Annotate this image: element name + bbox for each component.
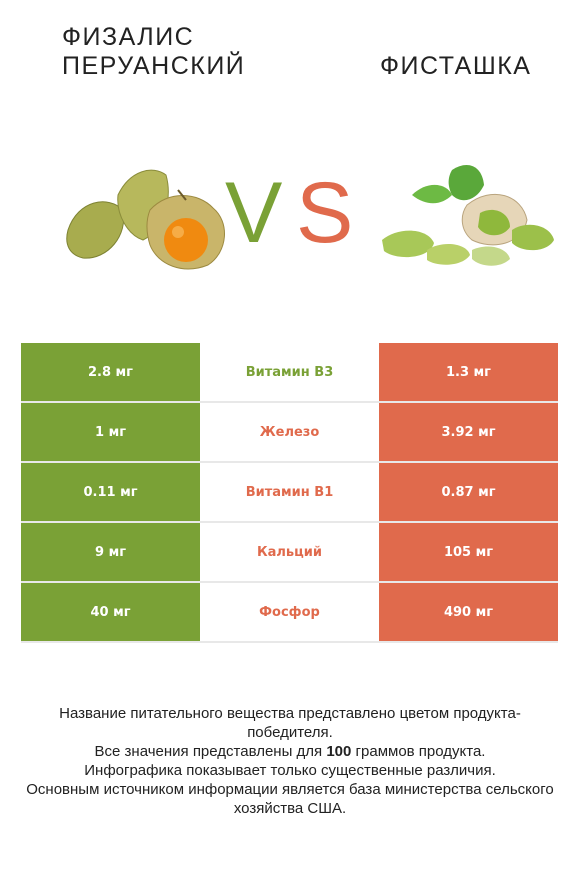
left-value: 0.11 мг (21, 463, 200, 521)
left-product-title: Физалис перуанский (62, 23, 246, 80)
left-value: 9 мг (21, 523, 200, 581)
vs-letter-v: V (225, 165, 283, 261)
footer-notes: Название питательного вещества представл… (20, 704, 560, 818)
footer-line: Все значения представлены для 100 граммо… (94, 743, 486, 760)
row-divider (21, 581, 558, 583)
left-value: 2.8 мг (21, 343, 200, 401)
table-row: 0.11 мг Витамин B1 0.87 мг (21, 463, 558, 523)
left-value: 1 мг (21, 403, 200, 461)
row-divider (21, 521, 558, 523)
row-divider (21, 401, 558, 403)
right-value: 105 мг (379, 523, 558, 581)
right-product-title: Фисташка (380, 52, 532, 80)
right-value: 3.92 мг (379, 403, 558, 461)
nutrient-name: Витамин B3 (200, 343, 379, 401)
table-row: 9 мг Кальций 105 мг (21, 523, 558, 583)
right-value: 490 мг (379, 583, 558, 641)
comparison-table: 2.8 мг Витамин B3 1.3 мг 1 мг Железо 3.9… (21, 343, 558, 643)
table-row: 2.8 мг Витамин B3 1.3 мг (21, 343, 558, 403)
left-value: 40 мг (21, 583, 200, 641)
table-row: 40 мг Фосфор 490 мг (21, 583, 558, 643)
nutrient-name: Фосфор (200, 583, 379, 641)
physalis-image (66, 169, 225, 270)
nutrient-name: Витамин B1 (200, 463, 379, 521)
row-divider (21, 461, 558, 463)
pistachio-image (382, 165, 554, 266)
footer-line: Название питательного вещества представл… (59, 705, 521, 741)
table-row: 1 мг Железо 3.92 мг (21, 403, 558, 463)
nutrient-name: Железо (200, 403, 379, 461)
vs-letter-s: S (296, 165, 354, 261)
footer-line: Инфографика показывает только существенн… (84, 762, 496, 779)
nutrient-name: Кальций (200, 523, 379, 581)
right-value: 0.87 мг (379, 463, 558, 521)
row-divider (21, 641, 558, 643)
right-value: 1.3 мг (379, 343, 558, 401)
footer-line: Основным источником информации является … (26, 781, 554, 817)
